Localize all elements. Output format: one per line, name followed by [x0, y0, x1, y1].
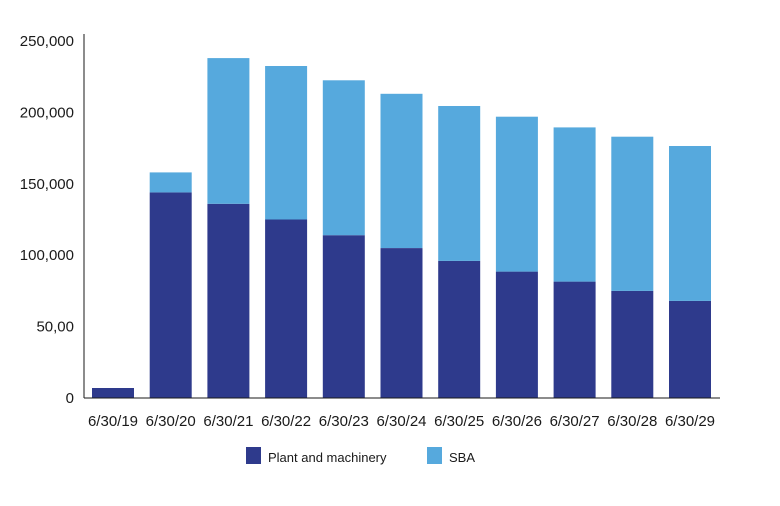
bar-segment-sba — [322, 80, 365, 236]
legend-swatch-sba — [427, 447, 442, 464]
bar-segment-sba — [265, 66, 308, 220]
x-tick-label: 6/30/20 — [146, 413, 196, 430]
bar-segment-sba — [149, 172, 192, 193]
legend-label-sba: SBA — [449, 450, 475, 465]
x-tick-label: 6/30/27 — [550, 413, 600, 430]
x-tick-label: 6/30/28 — [607, 413, 657, 430]
bar-segment-sba — [669, 146, 711, 301]
bar-segment-plant-and-machinery — [149, 192, 192, 398]
bar-segment-plant-and-machinery — [611, 290, 654, 398]
bar-segment-plant-and-machinery — [207, 203, 250, 398]
x-tick-label: 6/30/23 — [319, 413, 369, 430]
y-tick-label: 0 — [66, 390, 74, 407]
bar-segment-sba — [438, 106, 481, 261]
y-tick-label: 250,000 — [20, 33, 74, 50]
legend-swatch-plant-and-machinery — [246, 447, 261, 464]
y-tick-label: 100,000 — [20, 247, 74, 264]
x-tick-label: 6/30/21 — [203, 413, 253, 430]
x-tick-labels: 6/30/19 6/30/20 6/30/21 6/30/22 6/30/23 6/30/… — [88, 413, 715, 430]
bar-segment-sba — [553, 127, 596, 282]
bar-segment-plant-and-machinery — [553, 281, 596, 398]
bar-segment-plant-and-machinery — [92, 388, 134, 398]
y-tick-label: 50,00 — [36, 319, 74, 336]
bar-segment-sba — [207, 58, 250, 204]
bar-segment-sba — [380, 93, 423, 248]
bar-segment-plant-and-machinery — [438, 260, 481, 398]
legend-label-plant-and-machinery: Plant and machinery — [268, 450, 387, 465]
y-tick-label: 150,000 — [20, 176, 74, 193]
x-tick-label: 6/30/22 — [261, 413, 311, 430]
bar-segment-plant-and-machinery — [265, 219, 308, 398]
x-tick-label: 6/30/29 — [665, 413, 715, 430]
bar-segment-plant-and-machinery — [669, 300, 711, 398]
bars-group — [92, 58, 711, 398]
bar-segment-plant-and-machinery — [495, 271, 538, 398]
bar-segment-sba — [611, 136, 654, 291]
x-tick-label: 6/30/24 — [376, 413, 426, 430]
x-tick-label: 6/30/19 — [88, 413, 138, 430]
x-tick-label: 6/30/25 — [434, 413, 484, 430]
bar-segment-sba — [495, 116, 538, 272]
legend: Plant and machinery SBA — [246, 447, 475, 465]
y-tick-labels: 0 50,00 100,000 150,000 200,000 250,000 — [20, 33, 74, 407]
bar-segment-plant-and-machinery — [380, 248, 423, 398]
bar-segment-plant-and-machinery — [322, 235, 365, 398]
y-tick-label: 200,000 — [20, 104, 74, 121]
x-tick-label: 6/30/26 — [492, 413, 542, 430]
